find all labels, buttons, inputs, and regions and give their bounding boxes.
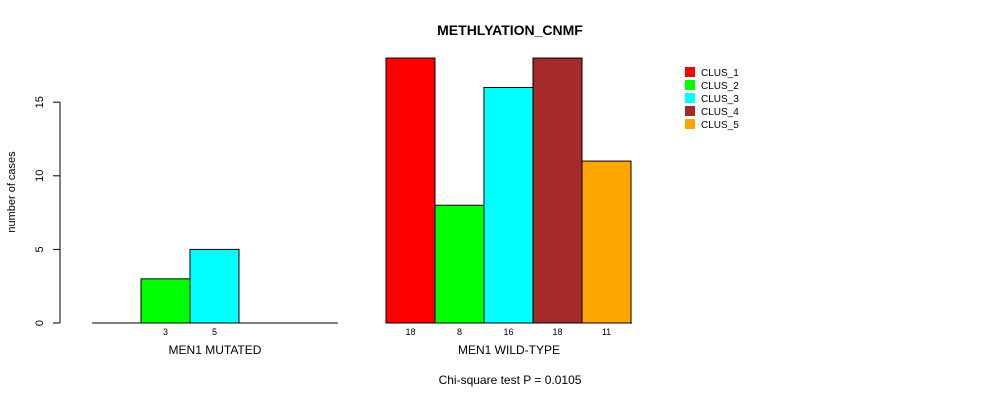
group-labels: MEN1 MUTATED MEN1 WILD-TYPE: [169, 343, 560, 357]
legend-label-clus_2: CLUS_2: [701, 81, 739, 92]
bar-value-label: 18: [552, 327, 562, 337]
chi-square-footnote: Chi-square test P = 0.0105: [439, 373, 582, 387]
bar-value-label: 18: [405, 327, 415, 337]
bar-value-label: 5: [212, 327, 217, 337]
legend-label-clus_1: CLUS_1: [701, 68, 739, 79]
legend: CLUS_1 CLUS_2 CLUS_3 CLUS_4 CLUS_5: [685, 67, 739, 131]
y-tick-label: 15: [34, 96, 46, 108]
legend-swatch-clus_3: [685, 93, 695, 103]
y-tick-label: 5: [34, 246, 46, 252]
legend-swatch-clus_1: [685, 67, 695, 77]
bar-value-label: 3: [163, 327, 168, 337]
legend-swatch-clus_2: [685, 80, 695, 90]
bar-value-label: 16: [503, 327, 513, 337]
legend-swatch-clus_4: [685, 106, 695, 116]
y-tick-label: 0: [34, 320, 46, 326]
bar-men1-wild-type-clus_2: [434, 204, 485, 324]
bar-value-label: 11: [602, 327, 611, 337]
bars: [92, 57, 632, 324]
y-tick-label: 10: [34, 170, 46, 182]
bar-men1-wild-type-clus_3: [483, 86, 534, 324]
group-label: MEN1 MUTATED: [169, 343, 262, 357]
bar-men1-mutated-clus_2: [140, 278, 191, 324]
y-axis-label: number of cases: [6, 151, 18, 233]
bar-men1-wild-type-clus_5: [581, 160, 632, 324]
bar-men1-wild-type-clus_4: [532, 57, 583, 324]
legend-label-clus_5: CLUS_5: [701, 120, 739, 131]
legend-label-clus_4: CLUS_4: [701, 107, 739, 118]
chart-title: METHLYATION_CNMF: [437, 22, 583, 38]
legend-swatch-clus_5: [685, 119, 695, 129]
group-label: MEN1 WILD-TYPE: [458, 343, 560, 357]
legend-label-clus_3: CLUS_3: [701, 94, 739, 105]
bar-value-label: 8: [457, 327, 462, 337]
y-axis: 0 5 10 15: [34, 96, 61, 326]
bar-men1-mutated-clus_3: [189, 248, 240, 324]
value-labels: 3 5 18 8 16 18 11: [163, 327, 611, 337]
bar-men1-wild-type-clus_1: [385, 57, 436, 324]
